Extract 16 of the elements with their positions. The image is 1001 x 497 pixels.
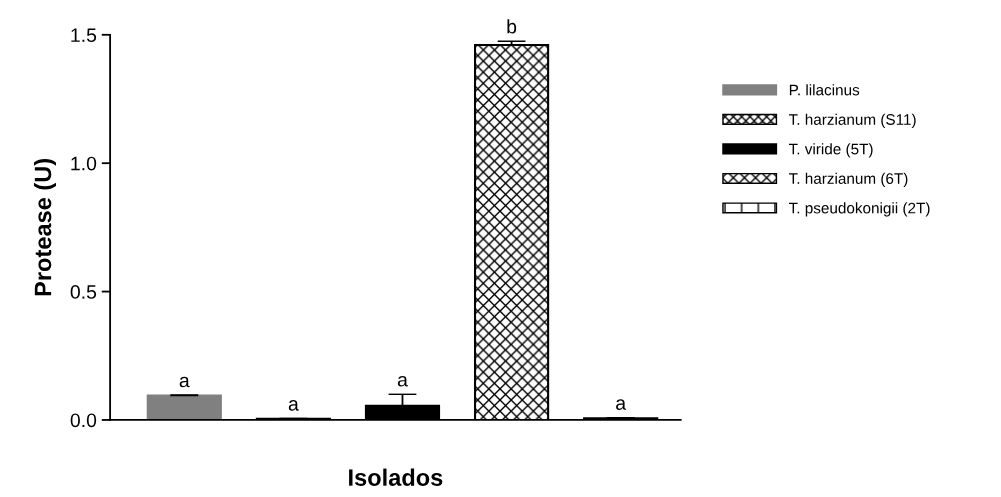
legend-label: T. pseudokonigii (2T) <box>789 202 930 217</box>
legend-label: T. harzianum (S11) <box>789 113 916 128</box>
data-label: a <box>288 400 299 411</box>
y-tick-label: 1.0 <box>71 156 97 171</box>
x-axis-title: Isolados <box>349 468 443 486</box>
legend-label: P. lilacinus <box>789 84 860 96</box>
y-tick-label: 0.5 <box>70 285 97 299</box>
data-label: b <box>507 19 517 34</box>
legend-label: T. viride (5T) <box>789 143 873 158</box>
data-label: a <box>397 375 408 387</box>
data-label: a <box>616 399 627 410</box>
legend-label: T. harzianum (6T) <box>789 172 908 187</box>
data-label: a <box>179 376 190 388</box>
y-tick-label: 0.0 <box>70 413 97 428</box>
y-axis-title: Protease (U) <box>33 159 56 296</box>
y-tick-label: 1.5 <box>71 28 97 43</box>
